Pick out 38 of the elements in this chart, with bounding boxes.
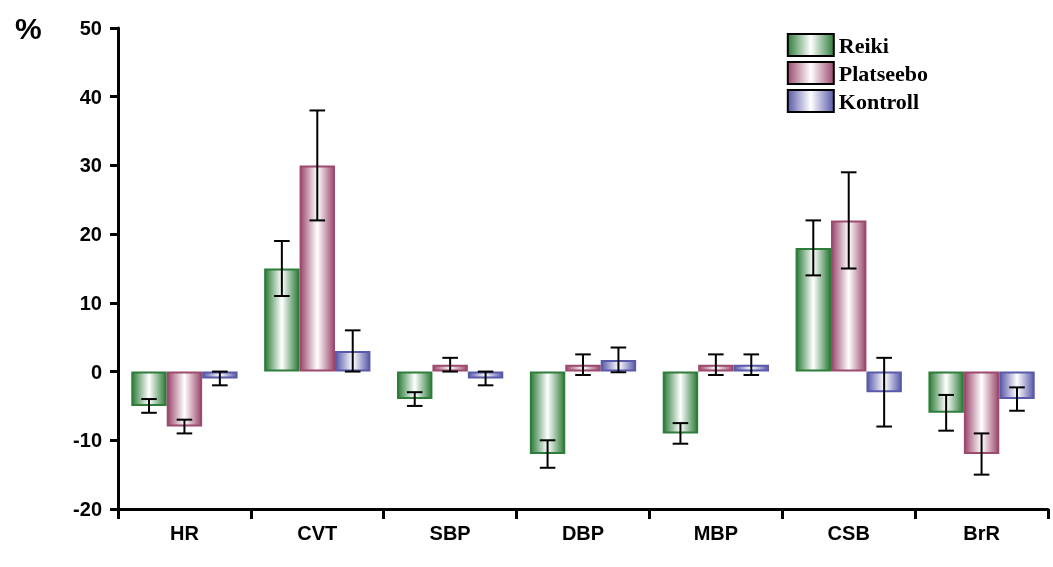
legend-label: Reiki — [838, 32, 889, 58]
bar — [264, 268, 300, 372]
x-tick-label: CVT — [297, 522, 338, 544]
bar — [432, 364, 468, 372]
y-tick-label: 30 — [79, 154, 102, 177]
bar — [999, 371, 1035, 400]
y-tick-label: 50 — [79, 17, 102, 39]
bar — [166, 371, 203, 427]
bar — [529, 371, 566, 455]
bar — [963, 371, 1000, 455]
bar — [662, 371, 699, 434]
y-tick-label: 0 — [90, 360, 102, 383]
bar — [299, 165, 335, 372]
y-tick-label: 40 — [79, 85, 102, 108]
y-tick-label: -20 — [73, 498, 102, 520]
x-tick-label: MBP — [693, 522, 739, 544]
x-tick-label: DBP — [561, 522, 605, 544]
bar — [698, 364, 734, 372]
legend-label: Kontroll — [838, 88, 920, 114]
bar — [565, 364, 601, 372]
y-axis-title: % — [15, 11, 42, 45]
bar — [600, 359, 637, 372]
bar — [795, 247, 831, 372]
x-tick-label: SBP — [429, 522, 471, 544]
y-tick-label: 10 — [79, 291, 102, 314]
x-tick-label: HR — [169, 522, 200, 544]
x-tick-label: CSB — [827, 522, 870, 544]
bar — [866, 371, 902, 393]
y-tick-label: -10 — [73, 429, 102, 452]
bar — [733, 364, 769, 372]
bar — [928, 371, 964, 413]
y-tick-label: 20 — [79, 223, 102, 246]
bar — [831, 220, 867, 372]
bar — [397, 371, 433, 400]
bar — [131, 371, 167, 406]
bar — [335, 350, 371, 372]
legend-label: Platseebo — [838, 60, 928, 86]
x-tick-label: BrR — [963, 522, 1001, 544]
